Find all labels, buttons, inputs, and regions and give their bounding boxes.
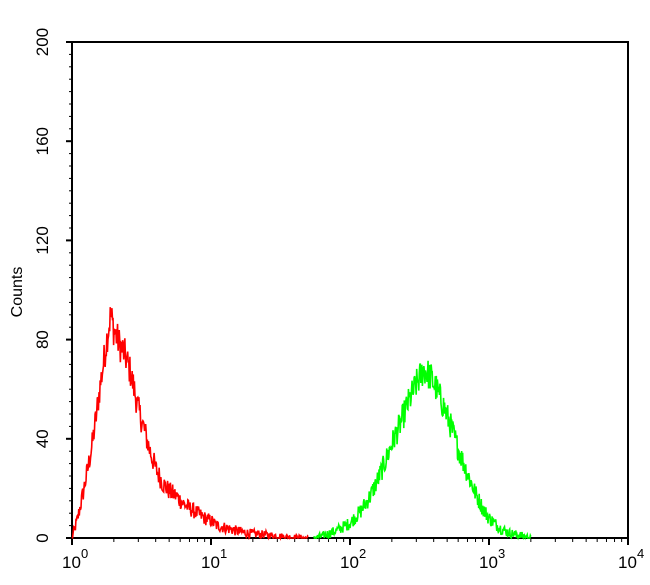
series-line-1 bbox=[313, 360, 532, 541]
x-tick-label: 10 bbox=[479, 553, 498, 572]
y-tick-label: 80 bbox=[33, 330, 52, 349]
x-tick-exponent: 4 bbox=[637, 546, 644, 561]
x-tick-exponent: 1 bbox=[220, 546, 227, 561]
y-tick-label: 200 bbox=[33, 28, 52, 56]
x-tick-exponent: 3 bbox=[498, 546, 505, 561]
x-axis: 10 0 10 1 10 2 10 3 10 4 bbox=[62, 538, 644, 572]
y-tick-label: 120 bbox=[33, 226, 52, 254]
x-tick-label: 10 bbox=[62, 553, 81, 572]
y-tick-label: 0 bbox=[33, 533, 52, 542]
x-tick-exponent: 2 bbox=[359, 546, 366, 561]
x-tick-label: 10 bbox=[201, 553, 220, 572]
x-tick-exponent: 0 bbox=[81, 546, 88, 561]
y-tick-label: 160 bbox=[33, 127, 52, 155]
x-tick-label: 10 bbox=[618, 553, 637, 572]
series-line-0 bbox=[71, 307, 309, 541]
y-axis: 0 40 80 120 160 200 bbox=[33, 28, 72, 543]
series-layer bbox=[71, 307, 532, 541]
y-tick-label: 40 bbox=[33, 429, 52, 448]
y-axis-title: Counts bbox=[9, 267, 26, 318]
x-tick-label: 10 bbox=[340, 553, 359, 572]
